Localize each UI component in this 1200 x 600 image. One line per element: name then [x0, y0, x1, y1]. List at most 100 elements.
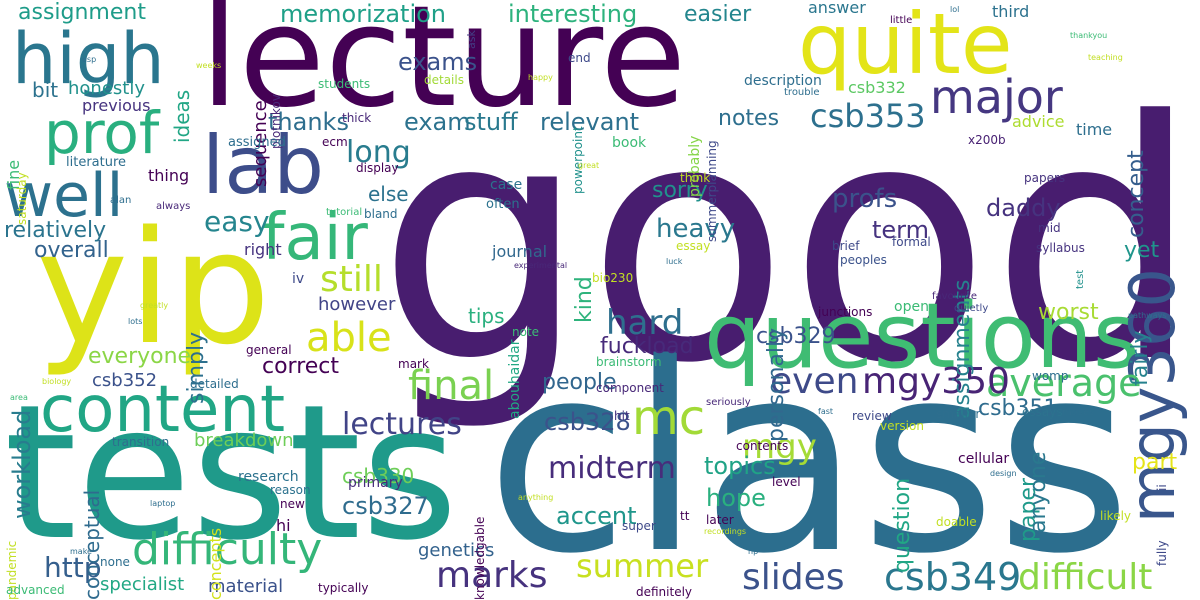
word: probably	[687, 135, 703, 197]
word: fairly	[1128, 330, 1153, 386]
word: saturday	[15, 172, 29, 225]
word: advice	[1012, 112, 1065, 131]
word: anything	[518, 493, 554, 502]
word: questions	[704, 284, 1140, 389]
word: summer	[576, 547, 709, 585]
word: later	[706, 513, 734, 527]
word: high	[12, 18, 165, 100]
word: peoples	[840, 253, 887, 267]
word: thick	[342, 111, 372, 125]
word: super	[622, 519, 656, 533]
word: major	[930, 70, 1063, 124]
word: greatly	[140, 301, 169, 310]
word: exams	[398, 48, 478, 76]
word: alan	[110, 195, 132, 206]
word: review	[852, 409, 892, 423]
word: lol	[950, 5, 960, 14]
word: class	[486, 309, 1132, 600]
word: yip	[36, 197, 271, 379]
word: honestly	[68, 78, 145, 99]
word: easy	[204, 205, 270, 238]
word: contents	[736, 439, 789, 453]
word: reason	[270, 483, 311, 497]
word: book	[612, 135, 647, 151]
word: content	[40, 373, 286, 447]
word: question	[890, 477, 915, 573]
word: mid	[1038, 221, 1061, 235]
word: component	[596, 381, 664, 395]
word: difficult	[1018, 557, 1153, 598]
word: journal	[492, 242, 548, 261]
word: note	[512, 325, 540, 339]
word: lab	[202, 119, 325, 212]
word: moses	[1062, 407, 1095, 418]
word: mgy	[742, 427, 817, 467]
word: hope	[706, 484, 766, 512]
word: teaching	[1088, 53, 1123, 62]
word: final	[408, 363, 495, 409]
word: biology	[42, 377, 72, 386]
word: esp	[82, 55, 97, 64]
word: junctions	[818, 305, 873, 319]
word: syllabus	[1036, 241, 1085, 255]
word: breakdown	[194, 430, 294, 451]
word: advanced	[6, 583, 65, 597]
word: happy	[528, 73, 553, 82]
word: details	[424, 73, 464, 87]
word: laptop	[150, 499, 176, 508]
word: profs	[832, 184, 898, 214]
word: exam	[404, 108, 471, 136]
word: ask	[465, 30, 478, 49]
word: else	[368, 182, 409, 206]
word: smaller	[936, 407, 981, 421]
word: knowledgable	[473, 516, 487, 600]
word: hard	[606, 303, 684, 343]
word: detailed	[190, 377, 239, 391]
word: csb327	[342, 492, 429, 520]
word: students	[318, 77, 371, 91]
word: literature	[66, 155, 127, 170]
word: midterm	[548, 451, 676, 486]
word: hi	[276, 516, 291, 535]
word: case	[490, 177, 523, 193]
word: research	[238, 469, 299, 485]
word: prof	[44, 99, 160, 167]
word: seriously	[706, 397, 751, 408]
word: personally	[764, 327, 789, 442]
word: relatively	[4, 218, 107, 243]
word: np	[748, 547, 759, 556]
word: open	[894, 299, 929, 315]
word: time	[1076, 120, 1113, 139]
word: third	[992, 2, 1030, 21]
word: always	[156, 201, 191, 212]
word: memorization	[280, 0, 447, 28]
word: often	[486, 197, 520, 212]
word: previous	[82, 96, 151, 115]
word: answer	[808, 0, 866, 17]
word: hit	[614, 409, 630, 423]
word: topics	[704, 452, 776, 480]
word: right	[244, 240, 282, 259]
word: mgy350	[862, 361, 1010, 402]
word: relevant	[540, 108, 640, 136]
word: cellular	[958, 451, 1010, 467]
word: csb332	[848, 78, 906, 97]
word: formal	[892, 235, 931, 249]
word: assignment	[18, 0, 146, 25]
word: sorry	[652, 178, 708, 203]
word: specialist	[100, 574, 185, 595]
word: little	[890, 15, 913, 26]
word: bio230	[592, 271, 634, 285]
word: long	[346, 135, 411, 170]
word: design	[990, 469, 1017, 478]
word: area	[10, 393, 28, 402]
word: new	[280, 497, 305, 511]
word: papers	[1024, 171, 1066, 185]
word: experimental	[514, 261, 568, 270]
word: quietly	[954, 303, 989, 314]
word: everyone	[88, 344, 192, 369]
word: mark	[398, 357, 429, 371]
word: simply	[184, 331, 209, 404]
word: transition	[112, 435, 170, 449]
